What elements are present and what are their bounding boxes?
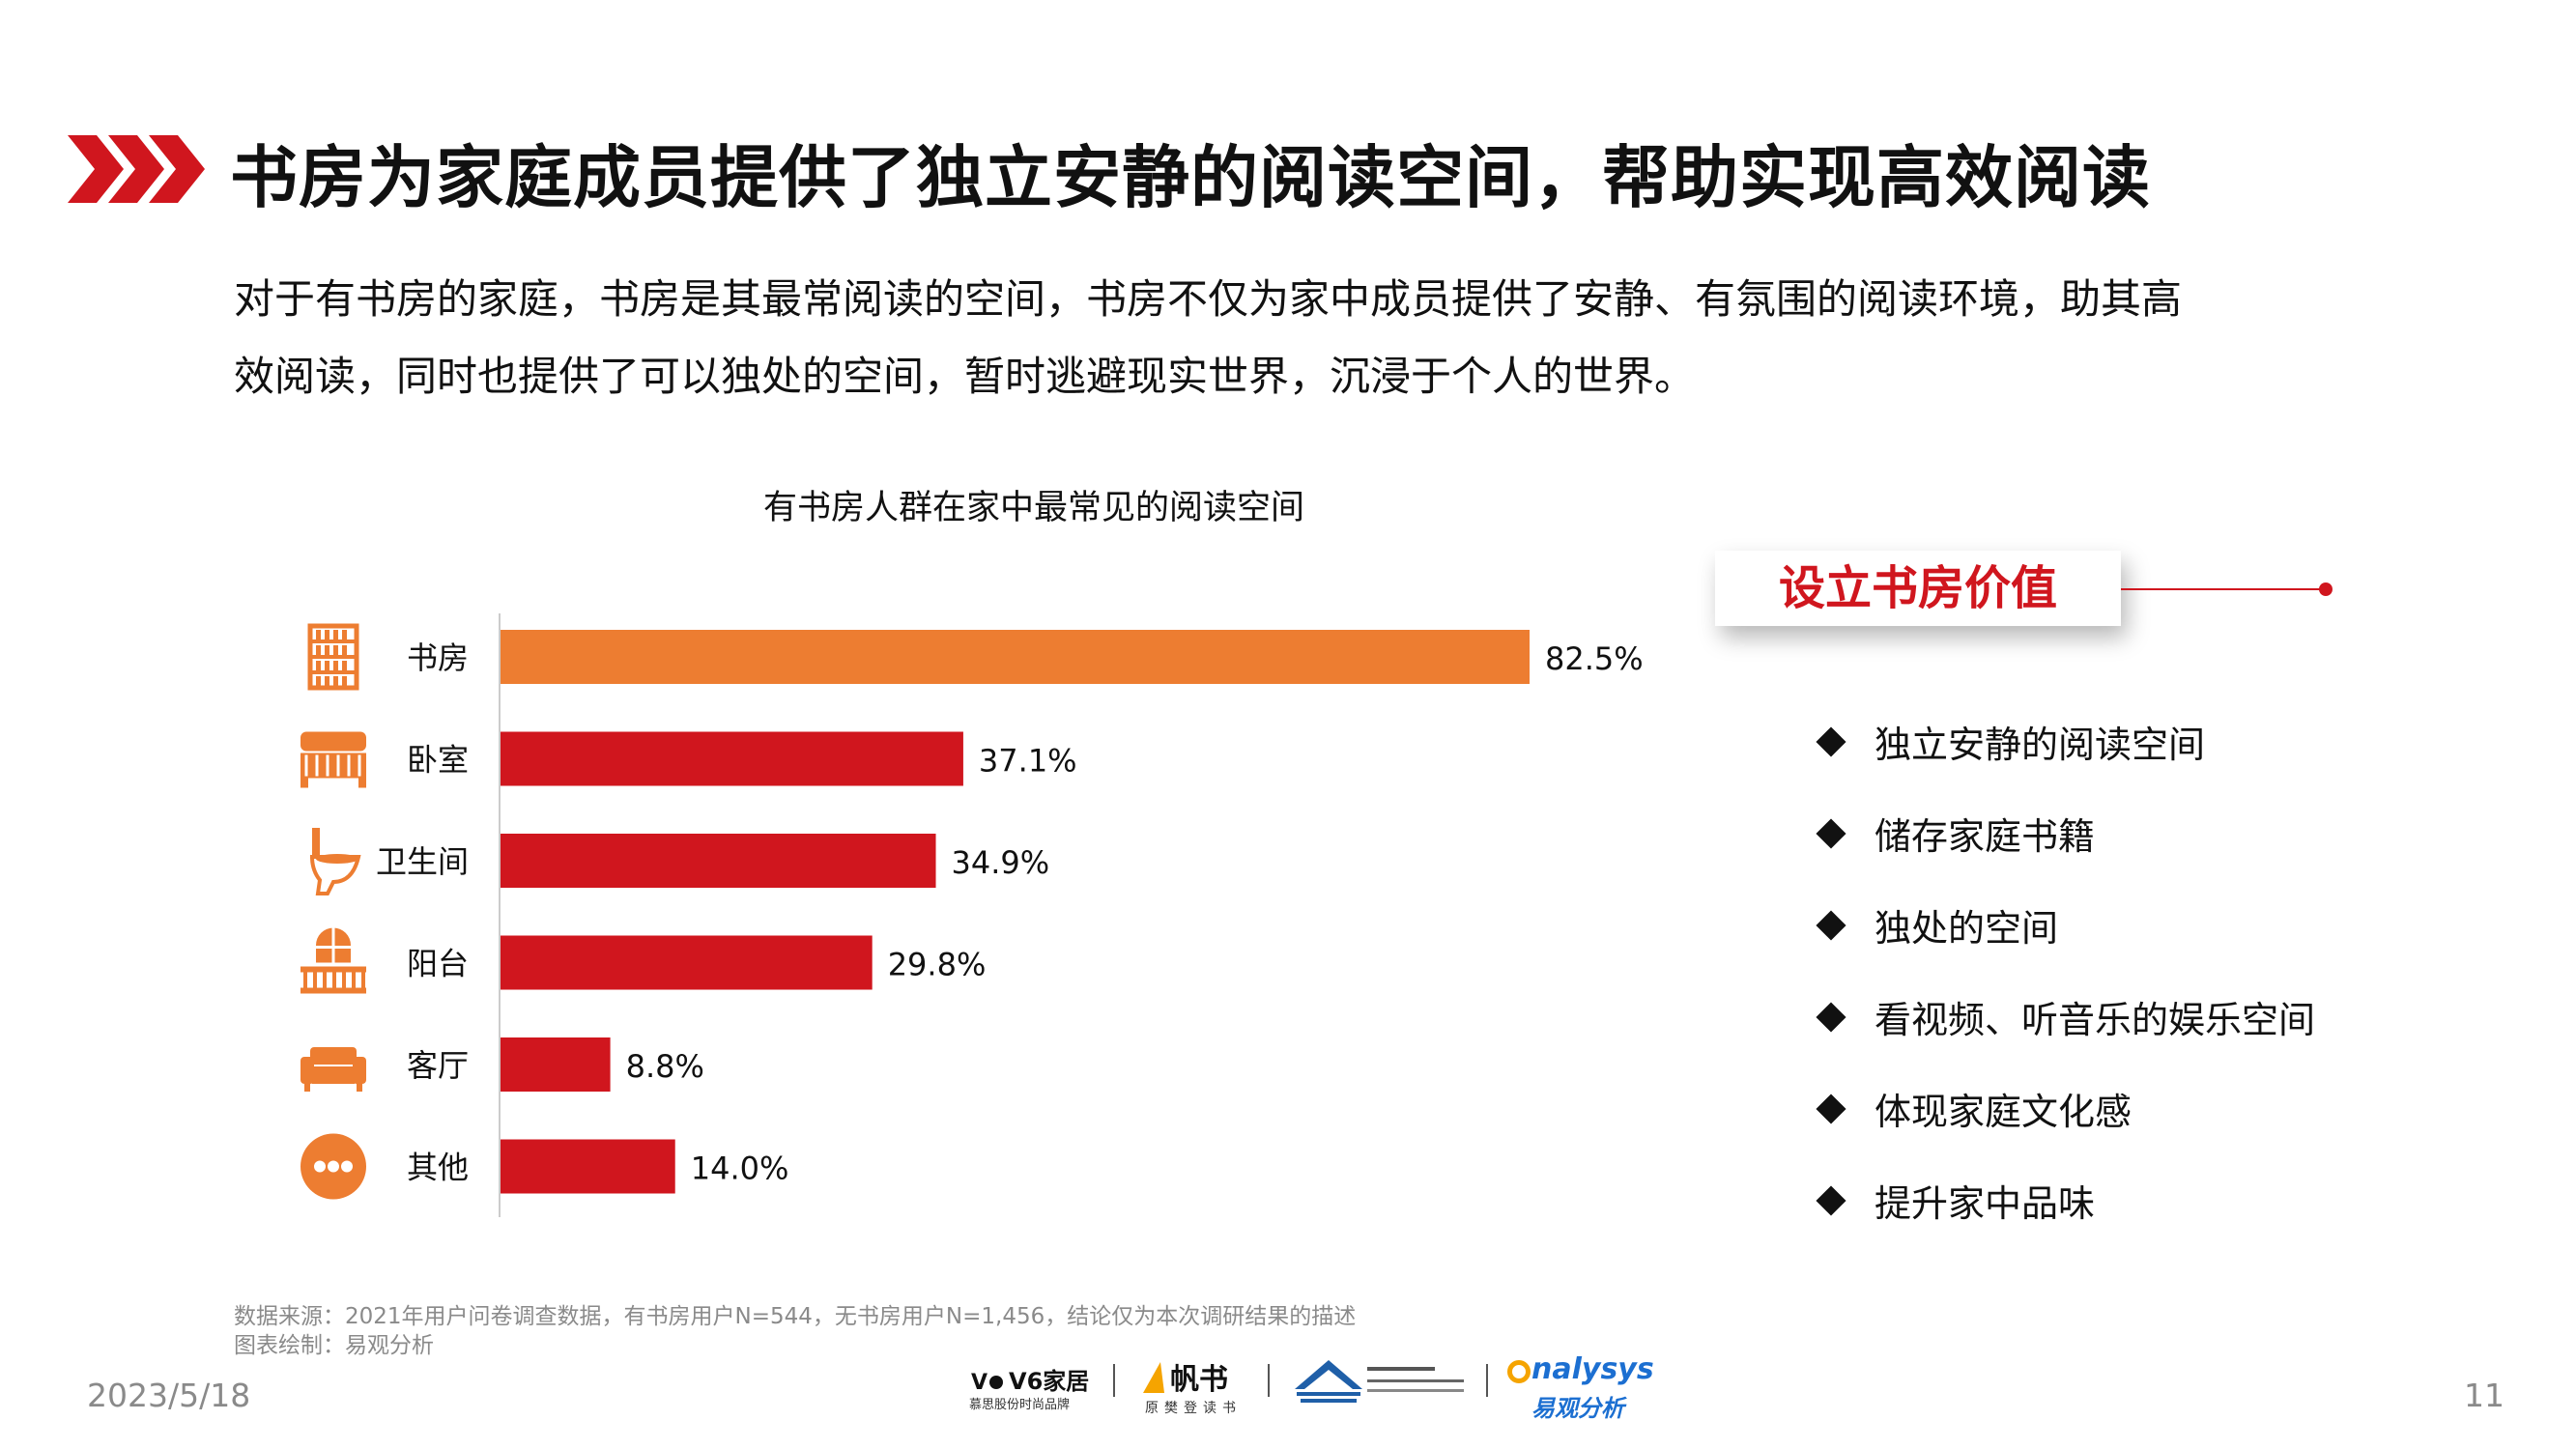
bar-value-label: 82.5%	[1545, 640, 1644, 677]
value-item: 提升家中品味	[1816, 1174, 2095, 1227]
bar-卧室	[501, 731, 963, 786]
value-item: 储存家庭书籍	[1816, 807, 2095, 860]
category-label: 阳台	[407, 946, 469, 982]
value-item: 独立安静的阅读空间	[1816, 715, 2205, 768]
library-calligraphy-logo	[1367, 1367, 1464, 1392]
diamond-bullet-icon	[1816, 817, 1846, 849]
page-number: 11	[2464, 1377, 2504, 1414]
title-chevrons-icon	[68, 135, 205, 203]
category-label: 客厅	[407, 1047, 469, 1084]
value-item: 看视频、听音乐的娱乐空间	[1816, 990, 2315, 1043]
v6-logo: V V6家居	[971, 1368, 1090, 1395]
toilet-icon	[309, 828, 361, 895]
date-label: 2023/5/18	[87, 1377, 251, 1414]
fanshu-logo-subtitle: 原樊登读书	[1145, 1401, 1242, 1416]
analysys-logo-subtitle: 易观分析	[1531, 1395, 1624, 1422]
value-item: 独处的空间	[1816, 898, 2058, 952]
bookshelf-icon	[307, 623, 359, 691]
diamond-bullet-icon	[1816, 725, 1846, 757]
fanshu-sail-icon	[1143, 1362, 1164, 1393]
value-item: 体现家庭文化感	[1816, 1082, 2132, 1135]
category-label: 书房	[407, 639, 469, 676]
logo-separator	[1113, 1364, 1115, 1397]
bar-value-label: 29.8%	[888, 947, 987, 983]
analysys-logo: nalysys	[1507, 1352, 1654, 1386]
category-label: 卫生间	[376, 843, 469, 880]
more-dots-icon	[301, 1133, 366, 1200]
category-label: 其他	[407, 1150, 469, 1186]
chart-credit-note: 图表绘制：易观分析	[234, 1333, 434, 1358]
bar-chart: 82.5% 书房 37.1% 卧室 34.9% 卫生间 29.8% 阳台 8.8% 客厅 14.0%…	[301, 613, 1644, 1217]
bar-value-label: 14.0%	[691, 1151, 789, 1187]
category-label: 卧室	[407, 742, 469, 779]
balcony-icon	[301, 927, 366, 994]
bar-value-label: 34.9%	[952, 844, 1050, 881]
data-source-note: 数据来源：2021年用户问卷调查数据，有书房用户N=544，无书房用户N=1,4…	[234, 1304, 1357, 1329]
value-box	[1715, 551, 2121, 626]
diamond-bullet-icon	[1816, 1184, 1846, 1216]
bar-书房	[501, 630, 1530, 684]
bar-value-label: 8.8%	[626, 1048, 704, 1085]
bar-阳台	[501, 935, 873, 990]
bar-value-label: 37.1%	[979, 743, 1077, 780]
bed-icon	[301, 731, 366, 788]
intro-paragraph: 对于有书房的家庭，书房是其最常阅读的空间，书房不仅为家中成员提供了安静、有氛围的…	[234, 261, 2398, 415]
value-connector-dot	[2319, 582, 2333, 596]
analysys-a-icon	[1507, 1360, 1531, 1383]
page-title: 书房为家庭成员提供了独立安静的阅读空间，帮助实现高效阅读	[230, 138, 2151, 217]
value-connector-line	[2121, 588, 2324, 590]
diamond-bullet-icon	[1816, 1093, 1846, 1124]
bar-客厅	[501, 1037, 611, 1092]
value-box-title: 设立书房价值	[1778, 561, 2057, 615]
diamond-bullet-icon	[1816, 1001, 1846, 1033]
logo-separator	[1268, 1364, 1270, 1397]
logo-separator	[1486, 1364, 1488, 1397]
bar-其他	[501, 1139, 675, 1194]
sofa-icon	[301, 1047, 366, 1092]
intro-line-2: 效阅读，同时也提供了可以独处的空间，暂时逃避现实世界，沉浸于个人的世界。	[234, 353, 1696, 400]
bar-卫生间	[501, 834, 936, 888]
diamond-bullet-icon	[1816, 909, 1846, 941]
library-mountain-logo-icon	[1295, 1360, 1362, 1403]
chart-title: 有书房人群在家中最常见的阅读空间	[762, 489, 1304, 527]
v6-logo-subtitle: 慕思股份时尚品牌	[969, 1398, 1071, 1412]
intro-line-1: 对于有书房的家庭，书房是其最常阅读的空间，书房不仅为家中成员提供了安静、有氛围的…	[234, 275, 2183, 323]
fanshu-logo: 帆书	[1143, 1355, 1228, 1398]
